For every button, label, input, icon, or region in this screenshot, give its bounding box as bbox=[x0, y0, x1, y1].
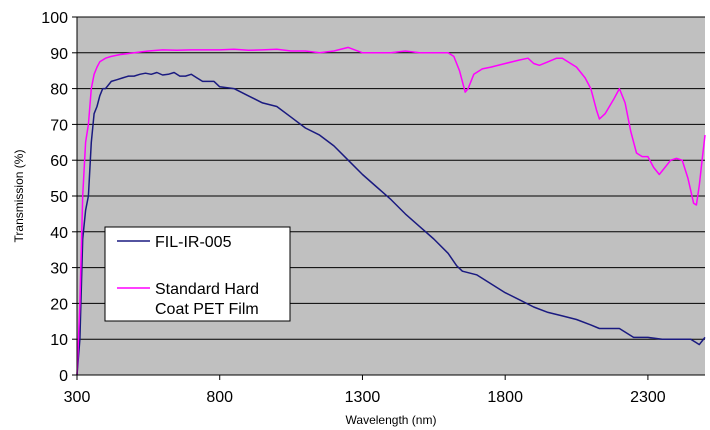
legend-label-standard-hard-coat-pet-film: Standard Hard Coat PET Film bbox=[155, 281, 259, 318]
y-tick-label-90: 90 bbox=[50, 46, 68, 63]
x-tick-label-300: 300 bbox=[64, 389, 91, 406]
y-tick-label-80: 80 bbox=[50, 82, 68, 99]
legend: FIL-IR-005 Standard Hard Coat PET Film bbox=[104, 226, 291, 322]
x-tick-labels: 300 800 1300 1800 2300 bbox=[64, 375, 666, 406]
legend-label-fil-ir-005: FIL-IR-005 bbox=[155, 234, 232, 251]
y-tick-label-10: 10 bbox=[50, 332, 68, 349]
y-tick-label-30: 30 bbox=[50, 261, 68, 278]
x-tick-label-1300: 1300 bbox=[345, 389, 381, 406]
y-tick-label-20: 20 bbox=[50, 296, 68, 313]
legend-label-line-2: Coat PET Film bbox=[155, 301, 259, 318]
y-tick-label-50: 50 bbox=[50, 189, 68, 206]
y-axis-label: Transmission (%) bbox=[12, 150, 26, 243]
y-tick-label-40: 40 bbox=[50, 225, 68, 242]
legend-label-line-1: Standard Hard bbox=[155, 281, 259, 298]
y-tick-labels: 0 10 20 30 40 50 60 70 80 90 100 bbox=[41, 10, 77, 385]
x-tick-label-800: 800 bbox=[206, 389, 233, 406]
series-lines bbox=[76, 46, 706, 376]
x-axis-label: Wavelength (nm) bbox=[346, 413, 437, 427]
series-line-fil-ir-005 bbox=[76, 71, 706, 376]
x-tick-label-2300: 2300 bbox=[630, 389, 666, 406]
y-tick-label-0: 0 bbox=[59, 368, 68, 385]
x-tick-label-1800: 1800 bbox=[487, 389, 523, 406]
y-tick-label-60: 60 bbox=[50, 153, 68, 170]
y-tick-label-100: 100 bbox=[41, 10, 68, 27]
legend-box bbox=[104, 226, 291, 322]
y-tick-label-70: 70 bbox=[50, 117, 68, 134]
series-line-standard-hard-coat-pet-film bbox=[76, 46, 706, 376]
